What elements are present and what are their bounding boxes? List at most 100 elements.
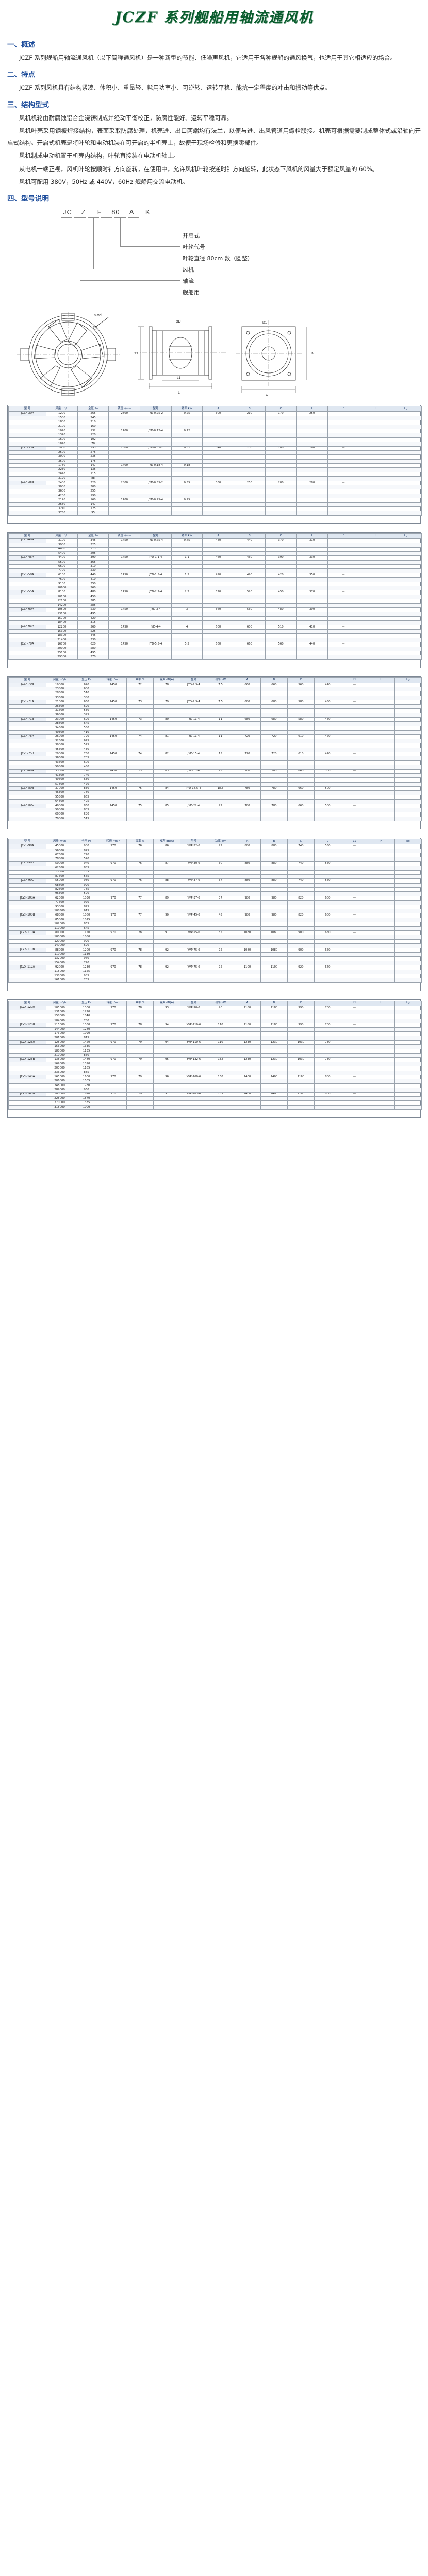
cell-model: JCZF-90B bbox=[8, 861, 47, 867]
table-cell bbox=[202, 471, 235, 477]
table-cell bbox=[153, 1105, 180, 1110]
table-cell bbox=[265, 433, 297, 438]
cell-model: JCZF-80C bbox=[8, 803, 47, 809]
table-cell bbox=[260, 1105, 288, 1110]
table-cell bbox=[202, 629, 235, 634]
table-cell: 650 bbox=[314, 947, 341, 953]
table-cell: 78 bbox=[77, 442, 109, 447]
table-cell bbox=[340, 900, 368, 905]
table-cell bbox=[140, 637, 172, 643]
table-cell bbox=[126, 1066, 154, 1071]
table-cell bbox=[153, 799, 180, 804]
table-cell: 102000 bbox=[46, 922, 74, 927]
table-row: 3900 325 bbox=[8, 543, 422, 548]
table-cell bbox=[260, 1100, 288, 1106]
column-header: C bbox=[265, 533, 297, 539]
table-row: 2500 275 bbox=[8, 450, 422, 455]
table-cell: 84 bbox=[153, 786, 180, 791]
table-cell: 410 bbox=[77, 577, 109, 582]
table-cell: 1230 bbox=[73, 965, 101, 970]
table-cell bbox=[206, 935, 234, 940]
table-cell bbox=[358, 590, 391, 595]
table-cell: 720 bbox=[233, 734, 261, 739]
table-cell bbox=[260, 738, 288, 744]
table-cell: 480 bbox=[77, 590, 109, 595]
table-cell bbox=[367, 799, 395, 804]
table-cell: 55 bbox=[206, 930, 234, 936]
table-cell bbox=[340, 747, 368, 752]
table-cell bbox=[171, 586, 203, 591]
cell-model: JCZF-90A bbox=[8, 844, 47, 849]
table-cell bbox=[108, 415, 141, 421]
table-cell: 62500 bbox=[46, 866, 74, 871]
table-cell: 138000 bbox=[46, 973, 74, 979]
table-cell bbox=[140, 655, 172, 660]
table-cell bbox=[394, 1005, 422, 1011]
table-row: 32500 675 bbox=[8, 738, 422, 744]
table-cell bbox=[153, 816, 180, 822]
table-cell bbox=[233, 799, 261, 804]
table-cell bbox=[153, 883, 180, 888]
table-cell bbox=[367, 922, 395, 927]
table-row: 4200 190 bbox=[8, 493, 422, 499]
table-cell bbox=[126, 939, 154, 944]
table-cell bbox=[314, 725, 341, 731]
table-row: 34500 550 bbox=[8, 725, 422, 731]
table-cell: 970 bbox=[73, 900, 101, 905]
table-cell: 600 bbox=[314, 913, 341, 918]
table-cell bbox=[265, 577, 297, 582]
table-cell bbox=[265, 547, 297, 552]
table-cell bbox=[394, 1083, 422, 1089]
table-row: 15300 525 bbox=[8, 629, 422, 634]
table-cell bbox=[202, 577, 235, 582]
table-cell bbox=[206, 939, 234, 944]
table-row: JCZF-55A 8100 480 1450 JYD-2.2-4 2.2 520 520 450… bbox=[8, 590, 422, 595]
column-header: 功率 kW bbox=[171, 533, 203, 539]
table-cell: 1480 bbox=[73, 1057, 101, 1062]
table-cell: 330 bbox=[77, 637, 109, 643]
table-cell: 300 bbox=[77, 484, 109, 490]
table-cell: 50000 bbox=[46, 861, 74, 867]
table-cell bbox=[140, 484, 172, 490]
table-cell bbox=[394, 730, 422, 735]
table-cell bbox=[180, 960, 207, 966]
cell-model: JCZF-35A bbox=[8, 446, 47, 451]
table-cell bbox=[340, 969, 368, 974]
table-cell: 980 bbox=[233, 913, 261, 918]
table-cell bbox=[140, 568, 172, 573]
model-label-axial: 轴流 bbox=[183, 278, 194, 285]
table-cell bbox=[390, 454, 422, 460]
table-cell bbox=[327, 543, 359, 548]
table-row: 18400 315 bbox=[8, 620, 422, 625]
table-row: 100000 1080 bbox=[8, 935, 422, 940]
table-cell: 55500 bbox=[46, 794, 74, 800]
table-cell: 1135 bbox=[73, 1048, 101, 1054]
table-cell bbox=[340, 956, 368, 961]
table-cell bbox=[233, 956, 261, 961]
table-cell: 33300 bbox=[46, 695, 74, 701]
table-cell bbox=[233, 1014, 261, 1019]
table-cell: JYD-2.2-4 bbox=[140, 590, 172, 595]
table-cell bbox=[171, 502, 203, 507]
table-cell: 720 bbox=[73, 734, 101, 739]
table-cell bbox=[234, 560, 266, 565]
table-row: 120000 920 bbox=[8, 939, 422, 944]
table-cell bbox=[180, 1105, 207, 1110]
table-cell: 960 bbox=[73, 956, 101, 961]
table-cell bbox=[367, 852, 395, 858]
table-cell bbox=[100, 765, 127, 770]
table-cell: 74 bbox=[126, 734, 154, 739]
table-cell bbox=[340, 695, 368, 701]
table-cell bbox=[260, 917, 288, 923]
table-cell: 1185 bbox=[73, 1066, 101, 1071]
table-cell: 990 bbox=[287, 1005, 315, 1011]
table-cell bbox=[202, 586, 235, 591]
table-cell: 600 bbox=[202, 624, 235, 630]
table-cell bbox=[233, 1105, 261, 1110]
table-cell bbox=[327, 420, 359, 425]
table-cell: YVP-185-6 bbox=[180, 1092, 207, 1097]
table-cell bbox=[358, 415, 391, 421]
table-cell: 87 bbox=[153, 861, 180, 867]
column-header: kg bbox=[390, 406, 422, 412]
table-cell: JYD-0.18-4 bbox=[140, 463, 172, 468]
